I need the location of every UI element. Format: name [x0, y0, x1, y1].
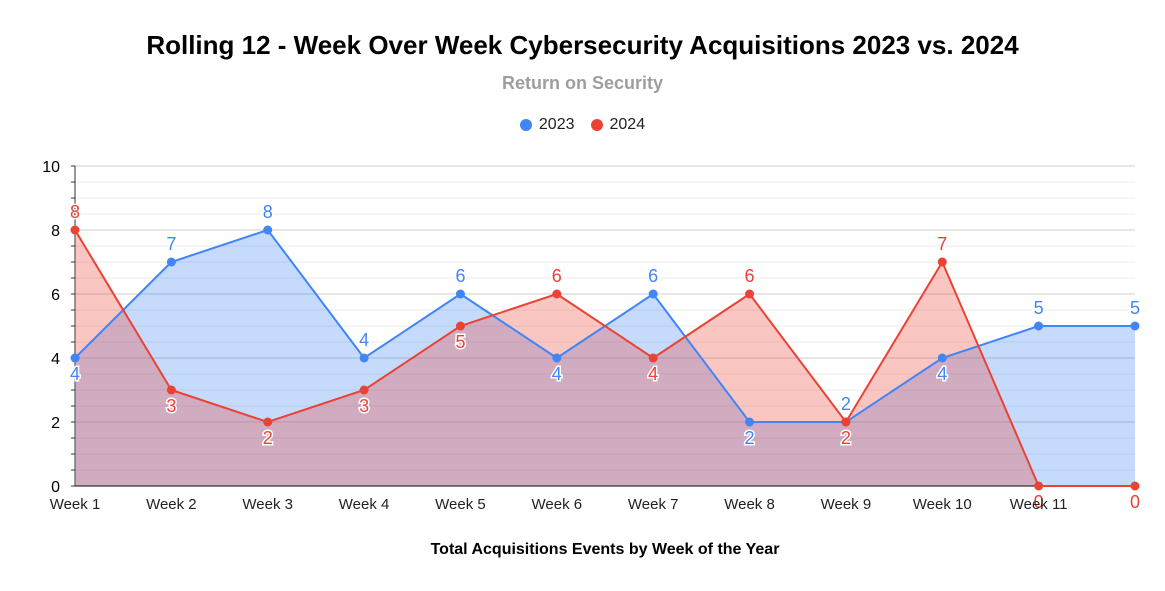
data-label-2024: 4	[648, 364, 658, 384]
x-tick-label: Week 9	[821, 496, 872, 513]
data-label-2024: 2	[841, 428, 851, 448]
chart-subtitle: Return on Security	[501, 73, 664, 93]
legend: 2023 2024	[0, 116, 1165, 134]
x-tick-label: Week 5	[435, 496, 486, 513]
data-label-2024: 2	[263, 428, 273, 448]
data-point-2023	[166, 257, 176, 267]
data-point-2024	[937, 257, 947, 267]
area-series-2023	[75, 230, 1135, 486]
x-tick-label: Week 11	[1010, 496, 1068, 513]
data-point-2024	[1130, 481, 1140, 491]
data-point-2024	[841, 417, 851, 427]
data-label-2024: 3	[166, 396, 176, 416]
data-point-2024	[263, 417, 273, 427]
data-label-2024: 0	[1034, 492, 1044, 512]
data-label-2024: 3	[359, 396, 369, 416]
data-label-2023: 4	[70, 364, 80, 384]
data-label-2023: 2	[841, 394, 851, 414]
data-label-2024: 7	[937, 234, 947, 254]
x-tick-label: Week 4	[339, 496, 390, 513]
legend-label-2024: 2024	[609, 116, 646, 133]
data-label-2024: 6	[552, 266, 562, 286]
data-label-2023: 6	[648, 266, 658, 286]
data-label-2023: 4	[937, 364, 947, 384]
line-series-2024	[74, 229, 1135, 487]
data-label-2024: 6	[745, 266, 755, 286]
data-point-2023	[359, 353, 369, 363]
legend-label-2023: 2023	[538, 116, 575, 133]
data-label-2023: 5	[1130, 298, 1140, 318]
y-tick-label: 8	[51, 223, 60, 240]
y-tick-label: 10	[42, 159, 60, 176]
x-tick-label: Week 10	[913, 496, 972, 513]
data-point-2023	[70, 353, 80, 363]
x-tick-label: Week 8	[724, 496, 775, 513]
data-label-2024: 0	[1130, 492, 1140, 512]
area-series-2024	[75, 230, 1135, 486]
legend-item-2023[interactable]: 2023	[519, 116, 575, 134]
data-label-2023: 4	[552, 364, 562, 384]
data-point-2023	[1034, 321, 1044, 331]
y-tick-label: 0	[51, 479, 60, 496]
data-label-2023: 2	[745, 428, 755, 448]
data-point-2024	[552, 289, 562, 299]
x-tick-label: Week 7	[628, 496, 679, 513]
data-point-2024	[359, 385, 369, 395]
x-tick-label: Week 3	[242, 496, 293, 513]
x-tick-label: Week 6	[532, 496, 583, 513]
chart-title: Rolling 12 - Week Over Week Cybersecurit…	[146, 30, 1019, 60]
data-point-2024	[1034, 481, 1044, 491]
legend-marker-2023	[519, 119, 532, 131]
y-tick-label: 4	[51, 351, 60, 368]
data-label-2024: 5	[455, 332, 465, 352]
data-point-2023	[937, 353, 947, 363]
data-label-2024: 8	[70, 202, 80, 222]
data-point-2023	[455, 289, 465, 299]
x-tick-label: Week 1	[50, 496, 101, 513]
data-label-2023: 6	[455, 266, 465, 286]
data-point-2024	[166, 385, 176, 395]
x-axis-title: Total Acquisitions Events by Week of the…	[430, 541, 780, 558]
y-tick-label: 6	[51, 287, 60, 304]
data-point-2024	[70, 225, 80, 235]
data-label-2023: 7	[166, 234, 176, 254]
data-label-2023: 8	[263, 202, 273, 222]
data-point-2024	[745, 289, 755, 299]
data-point-2024	[648, 353, 658, 363]
x-tick-label: Week 2	[146, 496, 197, 513]
data-label-2023: 4	[359, 330, 369, 350]
data-point-2023	[648, 289, 658, 299]
data-label-2023: 5	[1034, 298, 1044, 318]
data-point-2023	[745, 417, 755, 427]
legend-marker-2024	[590, 119, 603, 131]
legend-item-2024[interactable]: 2024	[590, 116, 646, 134]
data-point-2023	[1130, 321, 1140, 331]
data-point-2023	[552, 353, 562, 363]
y-tick-label: 2	[51, 415, 60, 432]
data-point-2023	[263, 225, 273, 235]
data-point-2024	[455, 321, 465, 331]
